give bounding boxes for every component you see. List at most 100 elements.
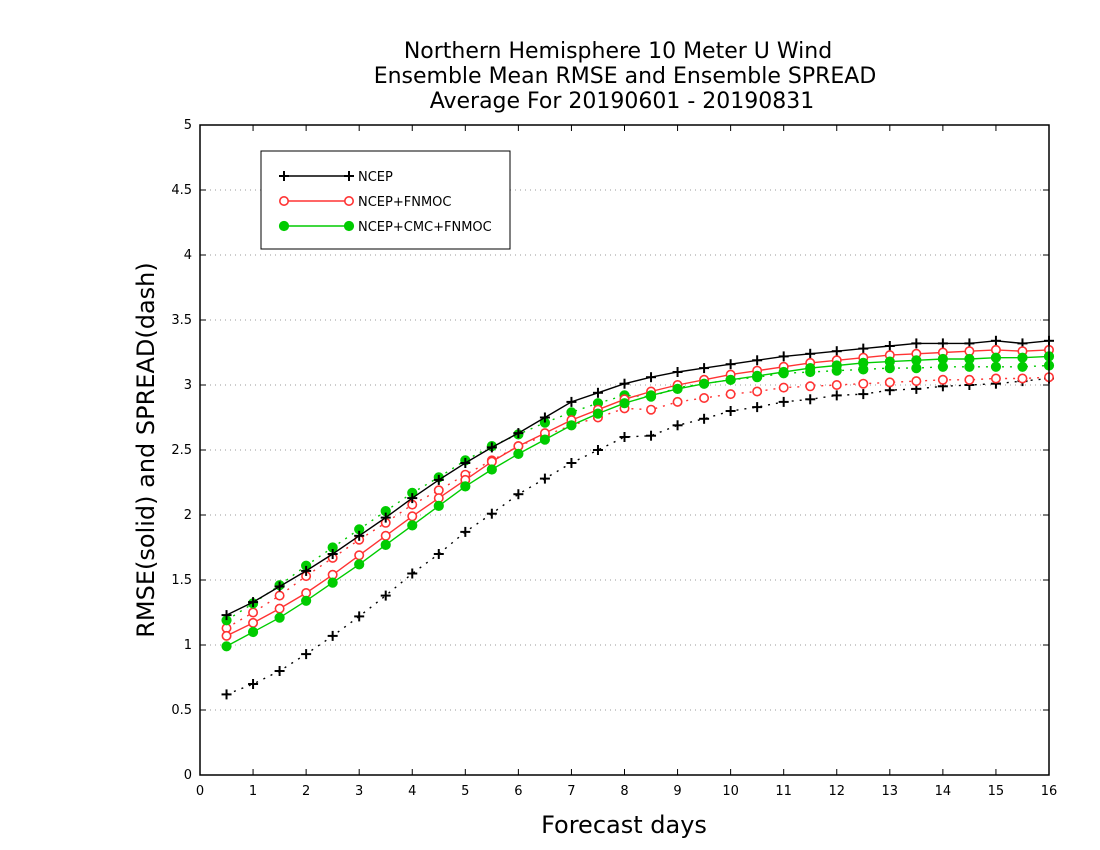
ncep-fnmoc-rmse-point	[221, 630, 232, 641]
ncep-rmse-point	[619, 378, 630, 389]
ncep-spread-point	[672, 420, 683, 431]
ncep-cmc-fnmoc-rmse-point	[725, 374, 736, 385]
x-tick-label: 5	[461, 784, 469, 799]
x-tick-label: 6	[514, 784, 522, 799]
ncep-rmse-point	[805, 348, 816, 359]
y-tick-label: 4	[184, 248, 192, 263]
spread-lines	[221, 360, 1055, 700]
ncep-rmse-point	[646, 372, 657, 383]
ncep-spread-point	[646, 430, 657, 441]
ncep-spread-point	[221, 689, 232, 700]
ncep-spread-point	[327, 630, 338, 641]
ncep-rmse-line	[226, 340, 1050, 616]
legend-label-ncep: NCEP	[358, 170, 393, 185]
ncep-rmse-point	[990, 335, 1001, 346]
ncep-cmc-fnmoc-rmse-point	[486, 464, 497, 475]
ncep-cmc-fnmoc-spread-point	[1017, 361, 1028, 372]
legend-marker-ncep-fnmoc	[278, 196, 289, 207]
ncep-rmse-point	[460, 458, 471, 468]
ncep-spread-point	[486, 508, 497, 519]
chart-title: Northern Hemisphere 10 Meter U Wind Ense…	[374, 39, 877, 114]
rmse-lines	[221, 335, 1055, 652]
y-axis-title: RMSE(solid) and SPREAD(dash)	[132, 262, 160, 638]
ncep-fnmoc-spread-point	[778, 382, 789, 393]
x-tick-label: 11	[775, 784, 792, 799]
ncep-cmc-fnmoc-rmse-point	[274, 612, 285, 623]
ncep-spread-point	[248, 679, 259, 689]
ncep-rmse-point	[539, 412, 550, 423]
ncep-fnmoc-spread-point	[646, 404, 657, 415]
ncep-cmc-fnmoc-rmse-point	[301, 595, 312, 606]
ncep-rmse-point	[221, 610, 232, 621]
ncep-fnmoc-spread-point	[274, 590, 285, 601]
ncep-fnmoc-spread-point	[990, 373, 1001, 384]
y-tick-label: 1.5	[171, 573, 192, 588]
ncep-cmc-fnmoc-rmse-point	[858, 357, 869, 368]
y-axis-ticks: 0 0.5 1 1.5 2 2.5 3 3.5 4 4.5 5	[171, 118, 1049, 783]
ncep-spread-point	[831, 390, 842, 401]
ncep-cmc-fnmoc-rmse-point	[778, 366, 789, 378]
legend-marker-ncep	[279, 171, 289, 181]
ncep-cmc-fnmoc-rmse-point	[937, 353, 948, 365]
ncep-fnmoc-spread-point	[699, 392, 710, 403]
ncep-cmc-fnmoc-rmse-point	[964, 353, 975, 365]
ncep-spread-point	[699, 413, 710, 424]
ncep-rmse-point	[592, 387, 603, 398]
ncep-rmse-point	[884, 341, 895, 351]
ncep-fnmoc-spread-point	[672, 396, 683, 407]
ncep-spread-point	[460, 526, 471, 537]
y-tick-label: 1	[184, 638, 192, 653]
y-tick-label: 0.5	[171, 703, 192, 718]
ncep-fnmoc-spread-point	[911, 376, 922, 387]
ncep-spread-point	[619, 432, 630, 442]
chart-title-line-1: Northern Hemisphere 10 Meter U Wind	[404, 39, 832, 64]
ncep-rmse-point	[274, 581, 285, 592]
legend-marker-ncep	[344, 171, 354, 181]
ncep-cmc-fnmoc-rmse-point	[460, 481, 471, 492]
ncep-cmc-fnmoc-rmse-point	[433, 500, 444, 511]
ncep-fnmoc-spread-point	[248, 607, 259, 618]
ncep-fnmoc-spread-point	[858, 378, 869, 389]
y-tick-label: 5	[184, 118, 192, 133]
ncep-cmc-fnmoc-rmse-point	[221, 641, 232, 652]
ncep-cmc-fnmoc-spread-point	[990, 361, 1002, 372]
ncep-cmc-fnmoc-rmse-point	[884, 356, 895, 367]
legend-label-ncep-cmc-fnmoc: NCEP+CMC+FNMOC	[358, 220, 492, 235]
y-tick-label: 2	[184, 508, 192, 523]
ncep-fnmoc-rmse-line	[226, 349, 1050, 637]
ncep-fnmoc-rmse-point	[380, 530, 391, 541]
ncep-cmc-fnmoc-rmse-point	[619, 398, 630, 409]
ncep-cmc-fnmoc-rmse-point	[327, 577, 338, 588]
legend: NCEP NCEP+FNMOC NCEP+CMC+FNMOC	[260, 150, 511, 250]
ncep-fnmoc-spread-point	[937, 374, 948, 385]
ncep-cmc-fnmoc-rmse-point	[539, 434, 551, 445]
ncep-rmse-point	[911, 338, 922, 349]
ncep-rmse-point	[831, 346, 842, 357]
ncep-rmse-point	[248, 597, 259, 608]
ncep-cmc-fnmoc-rmse-point	[911, 355, 922, 366]
ncep-spread-point	[407, 568, 418, 579]
x-tick-label: 4	[408, 784, 416, 799]
ncep-fnmoc-rmse-point	[248, 617, 259, 628]
ncep-cmc-fnmoc-rmse-point	[645, 390, 657, 401]
ncep-spread-point	[301, 649, 312, 660]
x-axis-title: Forecast days	[541, 811, 707, 839]
ncep-rmse-point	[327, 549, 338, 559]
ncep-rmse-point	[301, 565, 312, 576]
x-tick-label: 1	[249, 784, 257, 799]
ncep-cmc-fnmoc-rmse-point	[805, 363, 816, 374]
ncep-spread-point	[513, 489, 524, 500]
chart-title-line-2: Ensemble Mean RMSE and Ensemble SPREAD	[374, 64, 877, 89]
ncep-spread-point	[805, 394, 816, 405]
ncep-rmse-point	[752, 355, 763, 366]
x-tick-label: 13	[882, 784, 899, 799]
ncep-fnmoc-rmse-point	[407, 511, 418, 522]
ncep-fnmoc-spread-point	[805, 381, 816, 392]
x-tick-label: 0	[196, 784, 204, 799]
ncep-spread-point	[566, 458, 577, 468]
ncep-rmse-point	[407, 493, 418, 504]
x-tick-label: 15	[988, 784, 1005, 799]
chart-title-line-3: Average For 20190601 - 20190831	[430, 89, 815, 114]
y-tick-label: 0	[184, 768, 192, 783]
